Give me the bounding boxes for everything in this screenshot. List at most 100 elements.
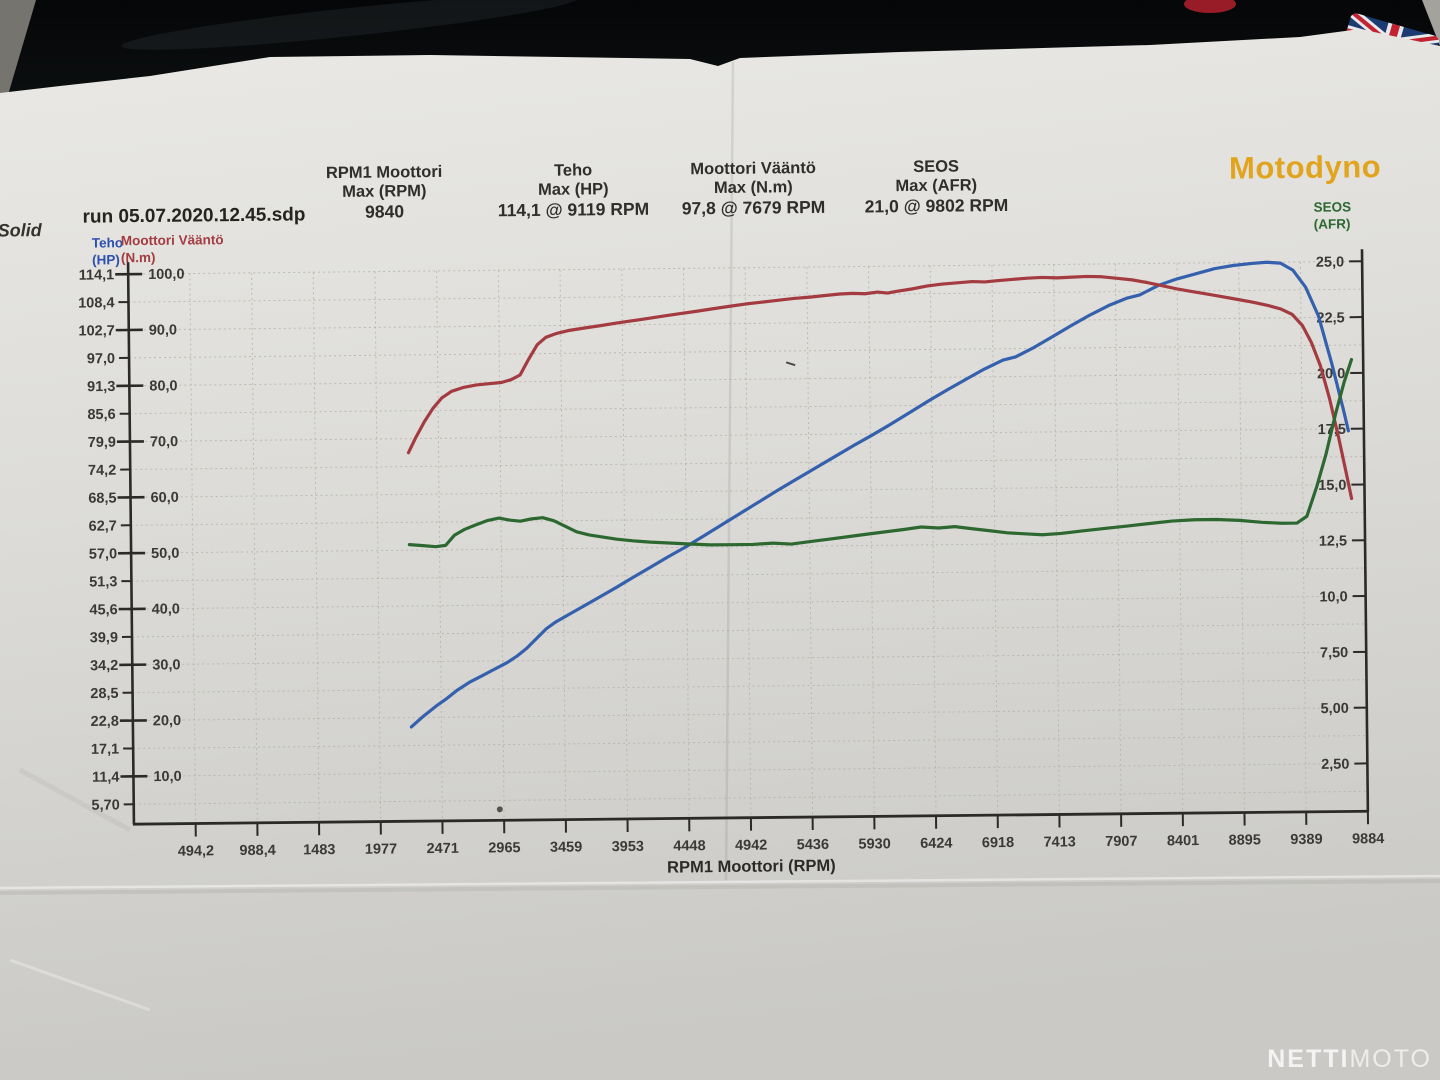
x-axis-title: RPM1 Moottori (RPM) xyxy=(667,857,836,877)
grid-hline xyxy=(130,483,1365,498)
hp-tick-label: 39,9 xyxy=(90,630,118,646)
hp-tick-label: 22,8 xyxy=(91,714,119,730)
paper-crease xyxy=(18,767,132,833)
hp-tick-label: 97,0 xyxy=(87,351,115,367)
grid-hline xyxy=(132,679,1367,694)
paper-speck xyxy=(496,806,503,813)
nm-tick-label: 50,0 xyxy=(151,546,179,562)
hp-tick-label: 5,70 xyxy=(91,797,119,813)
grid-vline xyxy=(744,267,752,818)
afr-tick-label: 2,50 xyxy=(1321,757,1349,773)
nm-tick-label: 70,0 xyxy=(150,434,178,450)
grid-vline xyxy=(1176,263,1184,814)
watermark-bold: NETTI xyxy=(1267,1045,1350,1073)
paper-fold-vertical xyxy=(724,61,735,881)
grid-vline xyxy=(497,270,505,821)
grid-vline xyxy=(312,272,320,823)
x-tick-label: 6424 xyxy=(920,836,952,852)
afr-tick-label: 12,5 xyxy=(1319,533,1347,549)
grid-vline xyxy=(189,273,197,824)
hp-tick-label: 62,7 xyxy=(89,518,117,534)
x-tick-label: 1977 xyxy=(365,841,397,857)
paper-fold-shadow xyxy=(0,879,1440,895)
grid-hline xyxy=(128,288,1363,303)
hp-tick-label: 51,3 xyxy=(89,574,117,590)
x-tick-label: 9389 xyxy=(1290,832,1322,848)
afr-tick-label: 15,0 xyxy=(1318,478,1346,494)
x-tick-label: 5930 xyxy=(858,836,890,852)
x-tick-label: 2471 xyxy=(427,841,459,857)
grid-hline xyxy=(131,595,1366,610)
afr-curve xyxy=(407,357,1354,549)
bodywork-reflection xyxy=(121,0,579,50)
grid-hline xyxy=(129,344,1363,359)
afr-tick-label: 25,0 xyxy=(1316,254,1344,270)
grid-vline xyxy=(374,271,382,822)
afr-tick-label: 7,50 xyxy=(1320,645,1348,661)
grid-vline xyxy=(1114,263,1122,814)
grid-hline xyxy=(133,762,1368,777)
x-tick-label: 3459 xyxy=(550,839,582,855)
nm-tick-label: 40,0 xyxy=(152,601,180,617)
watermark-light: MOTO xyxy=(1349,1045,1432,1073)
nm-tick-label: 90,0 xyxy=(149,322,177,338)
hp-tick-label: 17,1 xyxy=(91,742,119,758)
afr-tick-label: 10,0 xyxy=(1319,589,1347,605)
grid-hline xyxy=(131,623,1366,638)
hp-tick-label: 108,4 xyxy=(78,295,114,311)
grid xyxy=(128,260,1368,824)
x-tick-label: 8895 xyxy=(1229,832,1261,848)
floor-corner-right xyxy=(1422,0,1440,46)
grid-vline xyxy=(621,269,629,819)
hp-tick-label: 91,3 xyxy=(87,379,115,395)
nm-tick-label: 80,0 xyxy=(149,378,177,394)
hp-tick-label: 85,6 xyxy=(87,407,115,423)
grid-hline xyxy=(131,539,1366,554)
hp-tick-label: 102,7 xyxy=(78,323,114,339)
grid-hline xyxy=(133,790,1368,805)
grid-vline xyxy=(559,269,567,820)
grid-vline xyxy=(1238,262,1245,813)
hp-tick-label: 68,5 xyxy=(88,491,116,507)
grid-hline xyxy=(129,372,1364,387)
x-tick-label: 4942 xyxy=(735,838,767,854)
paper-speck xyxy=(785,361,796,367)
grid-hline xyxy=(128,316,1363,331)
hp-tick-label: 57,0 xyxy=(89,546,117,562)
paper-fold-horizontal xyxy=(0,874,1440,890)
grid-vline xyxy=(868,266,875,817)
nm-tick-label: 30,0 xyxy=(152,657,180,673)
grid-vline xyxy=(991,265,999,816)
nettimoto-watermark: NETTIMOTO xyxy=(1267,1045,1432,1074)
nm-tick-label: 20,0 xyxy=(153,713,181,729)
grid-hline xyxy=(130,511,1365,526)
grid-hline xyxy=(132,707,1367,722)
nm-curve xyxy=(406,274,1354,501)
left-axis-line xyxy=(126,262,136,825)
grid-hline xyxy=(131,567,1366,582)
nm-tick-label: 100,0 xyxy=(148,267,184,283)
grid-vline xyxy=(1299,261,1307,812)
grid-hline xyxy=(129,428,1364,443)
x-tick-label: 8401 xyxy=(1167,833,1199,849)
hp-tick-label: 34,2 xyxy=(90,658,118,674)
x-tick-label: 4448 xyxy=(673,838,705,854)
x-tick-label: 7413 xyxy=(1043,834,1075,850)
x-tick-label: 2965 xyxy=(488,840,520,856)
x-tick-label: 6918 xyxy=(982,835,1014,851)
grid-hline xyxy=(128,260,1363,275)
nm-tick-label: 60,0 xyxy=(150,490,178,506)
hp-tick-label: 45,6 xyxy=(89,602,117,618)
x-tick-label: 1483 xyxy=(303,842,335,858)
hp-curve xyxy=(409,260,1350,729)
right-axis-line xyxy=(1360,249,1370,812)
x-tick-label: 5436 xyxy=(797,837,829,853)
grid-hline xyxy=(130,456,1365,470)
x-tick-label: 988,4 xyxy=(239,843,275,859)
hp-tick-label: 79,9 xyxy=(88,435,116,451)
floor-corner-left xyxy=(0,0,36,102)
hp-tick-label: 74,2 xyxy=(88,463,116,479)
hp-tick-label: 11,4 xyxy=(92,770,120,786)
